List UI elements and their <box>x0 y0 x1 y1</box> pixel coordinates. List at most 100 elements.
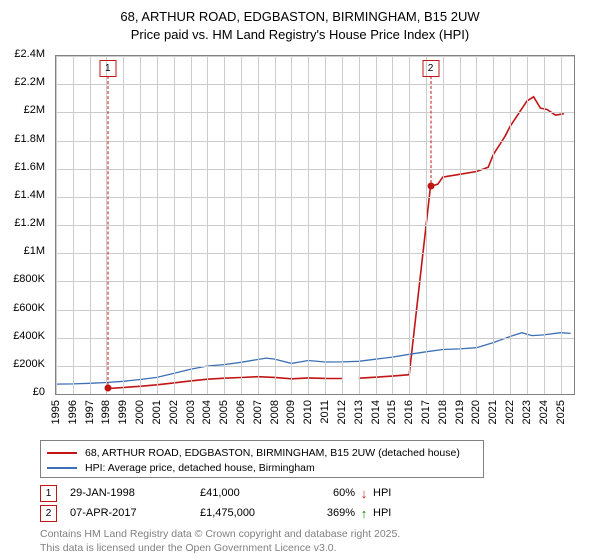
x-tick-label: 2005 <box>218 400 230 424</box>
y-tick-label: £800K <box>0 273 45 285</box>
legend-row: HPI: Average price, detached house, Birm… <box>47 460 477 475</box>
gridline-v <box>392 56 393 394</box>
x-tick-label: 2011 <box>319 400 331 424</box>
x-tick-label: 2012 <box>336 400 348 424</box>
sale-pct: 60% <box>310 487 355 499</box>
sale-row: 1 29-JAN-1998£41,00060%↓HPI <box>40 483 403 503</box>
x-tick-label: 2015 <box>386 400 398 424</box>
gridline-v <box>426 56 427 394</box>
legend: 68, ARTHUR ROAD, EDGBASTON, BIRMINGHAM, … <box>40 440 484 478</box>
y-tick-label: £400K <box>0 330 45 342</box>
y-tick-label: £0 <box>0 386 45 398</box>
gridline-h <box>56 225 574 226</box>
legend-swatch <box>47 467 77 469</box>
x-tick-label: 1999 <box>117 400 129 424</box>
x-tick-label: 2016 <box>403 400 415 424</box>
footer-line-1: Contains HM Land Registry data © Crown c… <box>40 528 570 542</box>
sale-price: £1,475,000 <box>200 507 310 519</box>
x-tick-label: 2018 <box>437 400 449 424</box>
x-tick-label: 2021 <box>487 400 499 424</box>
x-tick-label: 2025 <box>555 400 567 424</box>
callout-badge: 1 <box>99 60 116 77</box>
gridline-h <box>56 281 574 282</box>
y-tick-label: £2.2M <box>0 76 45 88</box>
gridline-v <box>476 56 477 394</box>
sale-pct: 369% <box>310 507 355 519</box>
gridline-h <box>56 310 574 311</box>
x-tick-label: 2019 <box>454 400 466 424</box>
callout-stem <box>108 76 109 390</box>
x-tick-label: 2022 <box>504 400 516 424</box>
gridline-v <box>191 56 192 394</box>
callout-badge: 2 <box>422 60 439 77</box>
gridline-h <box>56 112 574 113</box>
gridline-h <box>56 338 574 339</box>
gridline-v <box>157 56 158 394</box>
y-tick-label: £1.4M <box>0 189 45 201</box>
gridline-v <box>275 56 276 394</box>
callout: 2 <box>422 58 439 77</box>
sale-date: 07-APR-2017 <box>70 507 200 519</box>
gridline-v <box>56 56 57 394</box>
gridline-v <box>123 56 124 394</box>
gridline-v <box>443 56 444 394</box>
x-tick-label: 2001 <box>151 400 163 424</box>
gridline-v <box>510 56 511 394</box>
y-tick-label: £1.8M <box>0 133 45 145</box>
gridline-v <box>174 56 175 394</box>
footer-line-2: This data is licensed under the Open Gov… <box>40 542 570 556</box>
legend-swatch <box>47 452 77 454</box>
x-tick-label: 2004 <box>201 400 213 424</box>
y-tick-label: £600K <box>0 302 45 314</box>
gridline-v <box>308 56 309 394</box>
x-tick-label: 1995 <box>50 400 62 424</box>
y-tick-label: £1.2M <box>0 217 45 229</box>
title-line-1: 68, ARTHUR ROAD, EDGBASTON, BIRMINGHAM, … <box>0 8 600 26</box>
sale-price: £41,000 <box>200 487 310 499</box>
gridline-v <box>527 56 528 394</box>
sale-badge: 2 <box>40 505 57 522</box>
gridline-v <box>342 56 343 394</box>
gridline-v <box>561 56 562 394</box>
x-tick-label: 2008 <box>269 400 281 424</box>
plot-area: 12 <box>55 55 575 395</box>
x-tick-label: 1997 <box>84 400 96 424</box>
chart-area: £0£200K£400K£600K£800K£1M£1.2M£1.4M£1.6M… <box>0 50 600 415</box>
trend-arrow-icon: ↑ <box>355 506 373 521</box>
x-tick-label: 2010 <box>302 400 314 424</box>
gridline-h <box>56 253 574 254</box>
gridline-v <box>207 56 208 394</box>
sale-hpi-label: HPI <box>373 507 403 519</box>
x-tick-label: 2023 <box>521 400 533 424</box>
gridline-h <box>56 141 574 142</box>
sale-hpi-label: HPI <box>373 487 403 499</box>
gridline-v <box>140 56 141 394</box>
y-tick-label: £1M <box>0 245 45 257</box>
x-tick-label: 2017 <box>420 400 432 424</box>
sale-row: 2 07-APR-2017£1,475,000369%↑HPI <box>40 503 403 523</box>
x-tick-label: 2007 <box>252 400 264 424</box>
sale-badge: 1 <box>40 485 57 502</box>
x-tick-label: 1996 <box>67 400 79 424</box>
trend-arrow-icon: ↓ <box>355 486 373 501</box>
y-tick-label: £2M <box>0 104 45 116</box>
gridline-h <box>56 197 574 198</box>
sale-date: 29-JAN-1998 <box>70 487 200 499</box>
gridline-v <box>325 56 326 394</box>
gridline-v <box>291 56 292 394</box>
gridline-v <box>493 56 494 394</box>
x-tick-label: 2006 <box>235 400 247 424</box>
title-line-2: Price paid vs. HM Land Registry's House … <box>0 26 600 44</box>
x-tick-label: 2003 <box>185 400 197 424</box>
x-tick-label: 2009 <box>285 400 297 424</box>
gridline-h <box>56 56 574 57</box>
x-tick-label: 2013 <box>353 400 365 424</box>
sales-table: 1 29-JAN-1998£41,00060%↓HPI 2 07-APR-2017£1… <box>40 483 403 523</box>
gridline-v <box>258 56 259 394</box>
gridline-h <box>56 84 574 85</box>
y-tick-label: £200K <box>0 358 45 370</box>
x-tick-label: 2024 <box>538 400 550 424</box>
callout-stem <box>431 76 432 188</box>
gridline-h <box>56 169 574 170</box>
legend-label: 68, ARTHUR ROAD, EDGBASTON, BIRMINGHAM, … <box>85 447 460 459</box>
